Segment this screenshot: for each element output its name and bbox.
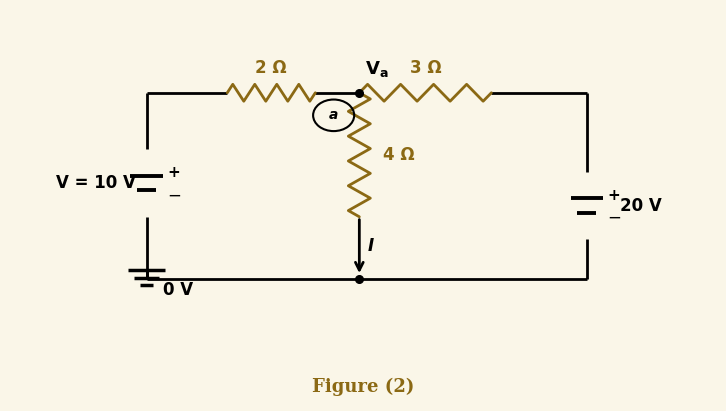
Text: 3 Ω: 3 Ω bbox=[409, 59, 441, 77]
Text: $\mathbf{V_a}$: $\mathbf{V_a}$ bbox=[365, 59, 389, 79]
Text: +: + bbox=[608, 188, 620, 203]
Text: +: + bbox=[167, 165, 180, 180]
Text: I: I bbox=[368, 238, 375, 255]
Text: 0 V: 0 V bbox=[163, 281, 193, 299]
Text: a: a bbox=[329, 109, 338, 122]
Text: V = 10 V: V = 10 V bbox=[56, 174, 136, 192]
Text: 2 Ω: 2 Ω bbox=[256, 59, 287, 77]
Text: 20 V: 20 V bbox=[620, 196, 661, 215]
Text: 4 Ω: 4 Ω bbox=[383, 146, 415, 164]
Text: Figure (2): Figure (2) bbox=[311, 378, 415, 396]
Text: −: − bbox=[608, 209, 621, 227]
Text: −: − bbox=[167, 186, 181, 204]
